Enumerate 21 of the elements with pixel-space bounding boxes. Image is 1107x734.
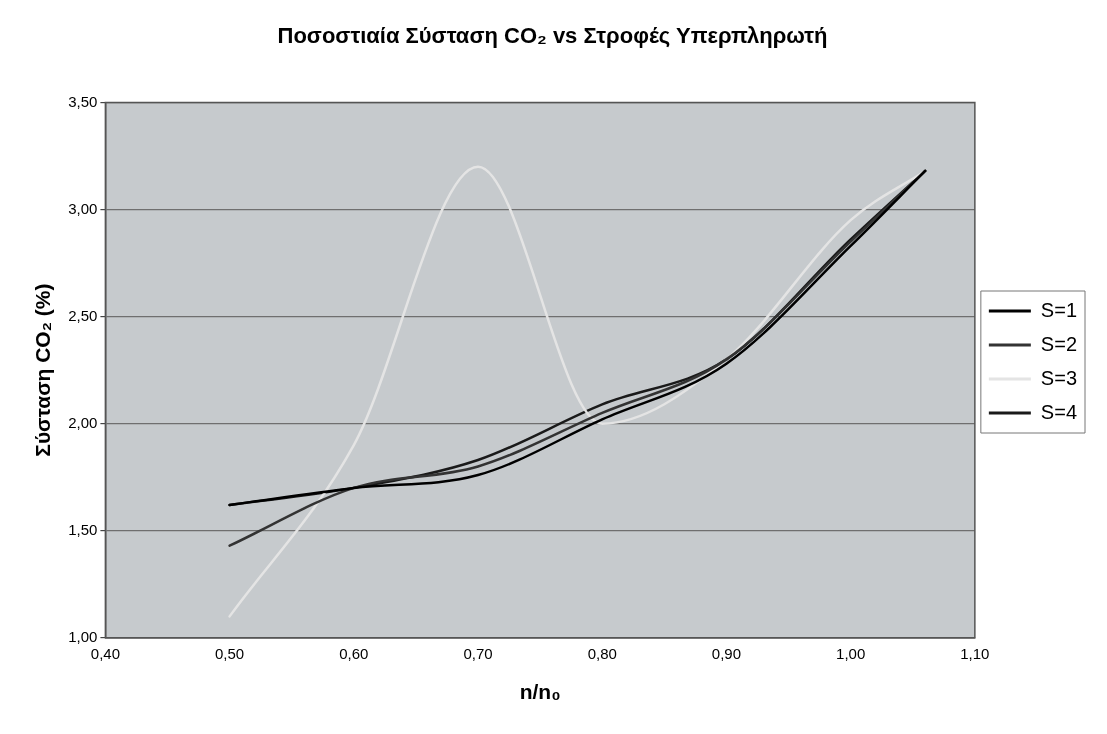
y-axis-title: Σύσταση CO₂ (%) bbox=[31, 283, 55, 457]
legend-label: S=3 bbox=[1040, 366, 1078, 389]
x-tick-label: 1,10 bbox=[960, 644, 990, 662]
x-tick-label: 0,70 bbox=[463, 644, 493, 662]
y-tick-label: 1,50 bbox=[68, 520, 98, 538]
y-tick-label: 3,50 bbox=[68, 92, 98, 110]
y-tick-label: 1,00 bbox=[68, 627, 98, 645]
x-tick-label: 1,00 bbox=[836, 644, 866, 662]
chart-title: Ποσοστιαία Σύσταση CO₂ vs Στροφές Υπερπληρωτή bbox=[277, 23, 828, 49]
y-tick-label: 2,50 bbox=[68, 306, 98, 324]
x-tick-label: 0,40 bbox=[90, 644, 120, 662]
legend-label: S=4 bbox=[1040, 400, 1078, 423]
legend-label: S=2 bbox=[1040, 332, 1078, 355]
x-axis-title: n/n₀ bbox=[519, 680, 561, 704]
x-tick-label: 0,80 bbox=[587, 644, 617, 662]
legend-label: S=1 bbox=[1040, 298, 1078, 321]
y-tick-label: 2,00 bbox=[68, 413, 98, 431]
y-tick-label: 3,00 bbox=[68, 199, 98, 217]
x-tick-label: 0,90 bbox=[711, 644, 742, 662]
x-tick-label: 0,50 bbox=[215, 644, 245, 662]
x-tick-label: 0,60 bbox=[339, 644, 369, 662]
